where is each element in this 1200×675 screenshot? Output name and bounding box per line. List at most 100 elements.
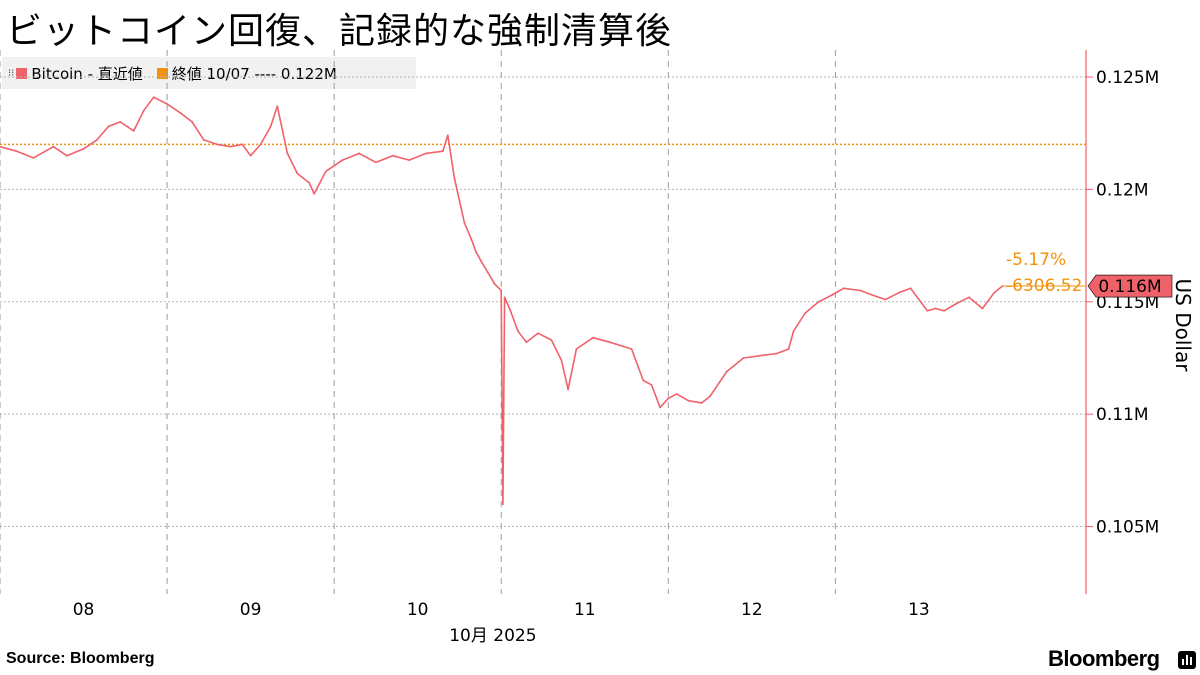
bitcoin-data-point [259, 143, 262, 146]
bitcoin-data-point [453, 177, 456, 180]
brand-logo: Bloomberg [1048, 646, 1160, 671]
legend-grip-icon[interactable]: ⁝⁝ [8, 67, 15, 79]
bitcoin-data-point [286, 152, 289, 155]
bitcoin-data-point [776, 352, 778, 355]
bitcoin-data-point [687, 399, 690, 402]
bitcoin-data-point [550, 339, 553, 341]
bitcoin-data-point [249, 154, 252, 157]
legend-item-close[interactable]: 終値 10/07 ---- 0.122M [156, 63, 337, 84]
bitcoin-data-point [313, 192, 316, 195]
x-tick-label: 12 [741, 600, 763, 620]
bitcoin-data-point [792, 330, 795, 332]
bitcoin-data-point [517, 330, 519, 332]
bitcoin-data-point [229, 145, 232, 148]
pct-change-label: -5.17% [1006, 250, 1066, 270]
bitcoin-data-point [909, 287, 912, 290]
bitcoin-data-point [659, 406, 661, 409]
bitcoin-data-point [560, 359, 563, 362]
legend-close-label: 終値 10/07 ---- 0.122M [171, 64, 337, 83]
bitcoin-data-point [269, 125, 272, 128]
y-tick-label: 0.11M [1096, 405, 1149, 425]
bitcoin-data-point [324, 170, 327, 173]
bitcoin-data-point [470, 237, 473, 240]
bitcoin-data-point [480, 260, 483, 263]
x-tick-label: 08 [73, 600, 95, 620]
y-tick-label: 0.105M [1096, 518, 1159, 538]
legend-series-label: Bitcoin - 直近値 [31, 64, 143, 83]
bitcoin-data-point [675, 393, 678, 395]
bitcoin-data-point [954, 303, 957, 305]
bitcoin-data-point [943, 309, 945, 312]
bitcoin-data-point [934, 307, 937, 310]
abs-change-label: -6306.52 [1006, 276, 1082, 296]
bitcoin-data-point [918, 298, 920, 301]
bitcoin-data-point [132, 130, 135, 132]
bitcoin-data-point [493, 282, 496, 285]
bitcoin-data-point [817, 300, 820, 303]
bitcoin-data-point [804, 312, 807, 314]
chart-title: ビットコイン回復、記録的な強制清算後 [6, 11, 673, 52]
bitcoin-data-point [508, 307, 511, 310]
bitcoin-data-point [32, 157, 35, 159]
bitcoin-data-point [425, 152, 427, 155]
close-swatch [156, 67, 168, 79]
bitcoin-data-point [759, 354, 762, 357]
bitcoin-data-point [446, 134, 449, 137]
bitcoin-data-point [709, 395, 711, 398]
bitcoin-data-point [441, 150, 444, 153]
bitcoin-data-point [475, 251, 478, 254]
bitcoin-data-point [375, 161, 377, 164]
bitcoin-data-point [408, 159, 411, 162]
bitcoin-data-point [119, 121, 122, 123]
bitcoin-data-point [0, 145, 1, 148]
y-tick-label: 0.12M [1096, 180, 1149, 200]
bitcoin-data-point [202, 139, 205, 141]
y-tick-label: 0.115M [1096, 293, 1159, 313]
bitcoin-data-point [537, 332, 539, 335]
bitcoin-data-point [503, 296, 506, 299]
bitcoin-data-point [630, 348, 633, 350]
bitcoin-data-point [486, 271, 489, 274]
bitcoin-data-point [166, 103, 168, 105]
bitcoin-data-point [341, 159, 344, 162]
bitcoin-data-point [500, 289, 503, 292]
bitcoin-data-point [296, 172, 299, 175]
bitcoin-data-point [502, 503, 504, 505]
y-axis-title: US Dollar [1171, 279, 1195, 373]
bitcoin-data-point [391, 154, 394, 157]
bitcoin-data-point [52, 145, 55, 148]
bitcoin-data-point [742, 357, 745, 359]
bitcoin-data-point [463, 222, 466, 224]
bitcoin-data-point [216, 143, 219, 146]
bitcoin-data-point [15, 150, 18, 153]
bloomberg-chart-icon [1178, 651, 1196, 669]
y-tick-label: 0.125M [1096, 68, 1159, 88]
bitcoin-data-point [667, 397, 670, 400]
bitcoin-data-point [191, 121, 194, 123]
bitcoin-data-point [179, 112, 182, 114]
bitcoin-data-point [871, 294, 874, 296]
legend-item-series[interactable]: Bitcoin - 直近値 [16, 63, 143, 84]
series-swatch [16, 67, 28, 79]
bitcoin-data-point [981, 307, 984, 310]
bitcoin-data-point [842, 287, 845, 290]
bitcoin-data-point [650, 384, 653, 386]
bitcoin-data-point [608, 341, 611, 344]
bitcoin-data-point [968, 296, 970, 299]
bitcoin-data-point [575, 348, 578, 350]
source-note: Source: Bloomberg [6, 650, 155, 667]
bitcoin-data-point [700, 402, 703, 404]
bitcoin-data-point [787, 348, 790, 350]
bitcoin-data-point [993, 291, 996, 294]
x-tick-label: 11 [574, 600, 596, 620]
bitcoin-data-point [82, 148, 85, 150]
bitcoin-data-point [65, 154, 68, 157]
bitcoin-data-point [884, 298, 887, 301]
last-value-label: 0.116M [1098, 277, 1161, 297]
bitcoin-data-point [592, 336, 595, 339]
x-tick-label: 10 [407, 600, 429, 620]
bitcoin-price-line [0, 96, 1004, 505]
x-tick-label: 13 [908, 600, 930, 620]
bitcoin-data-point [142, 109, 145, 112]
